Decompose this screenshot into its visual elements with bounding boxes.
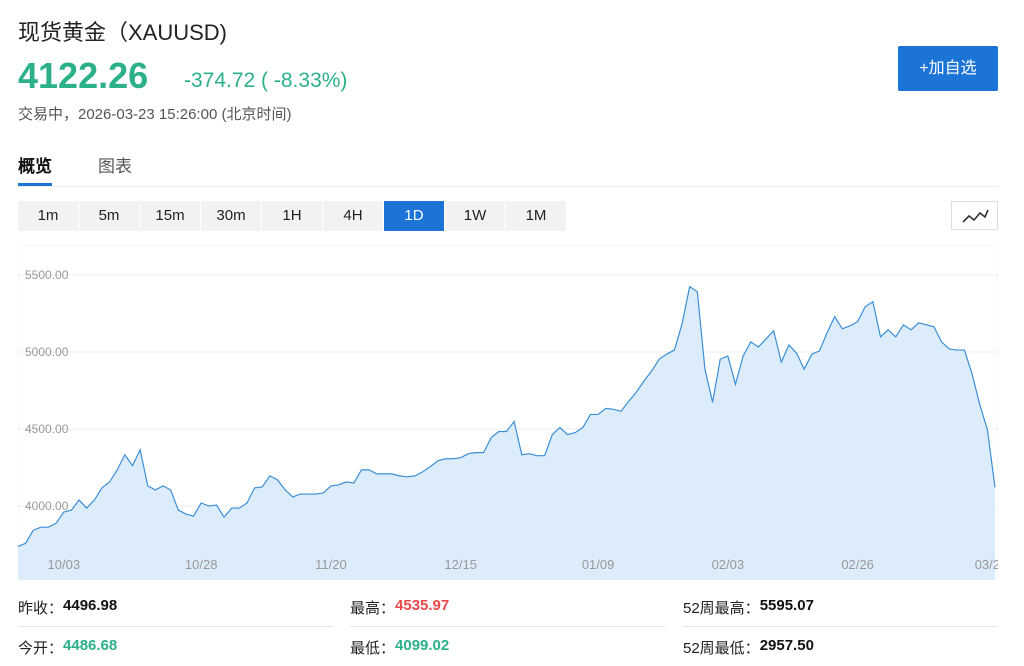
add-watchlist-button[interactable]: +加自选 bbox=[898, 46, 998, 91]
interval-button[interactable]: 5m bbox=[79, 201, 139, 231]
title: 现货黄金（XAUUSD) bbox=[18, 20, 228, 45]
stat-label: 最高： bbox=[350, 600, 396, 617]
stat-value: 4535.97 bbox=[395, 597, 450, 614]
y-tick-label: 4000.00 bbox=[25, 499, 69, 513]
stat-label: 今开： bbox=[18, 640, 64, 657]
stat-divider bbox=[683, 626, 998, 627]
trade-status: 交易中，2026-03-23 15:26:00 (北京时间) bbox=[18, 106, 292, 123]
chart-style-button[interactable] bbox=[951, 201, 998, 230]
interval-button[interactable]: 1M bbox=[506, 201, 566, 231]
stat-value: 5595.07 bbox=[759, 597, 814, 614]
x-tick-label: 03/2 bbox=[975, 557, 998, 572]
stat-label: 昨收： bbox=[18, 600, 64, 617]
stat-label: 最低： bbox=[350, 640, 396, 657]
y-tick-label: 5500.00 bbox=[25, 268, 69, 282]
stat-value: 4486.68 bbox=[63, 637, 118, 654]
stat-divider bbox=[18, 626, 333, 627]
interval-button[interactable]: 15m bbox=[140, 201, 200, 231]
stat-value: 2957.50 bbox=[759, 637, 814, 654]
chart: 4000.00 4500.00 5000.00 5500.00 10/03 10/28 11… bbox=[18, 245, 998, 580]
tab[interactable]: 概览 bbox=[18, 152, 52, 186]
y-tick-label: 5000.00 bbox=[25, 345, 69, 359]
stat-value: 4099.02 bbox=[395, 637, 450, 654]
tab[interactable]: 图表 bbox=[98, 157, 132, 176]
interval-button[interactable]: 1W bbox=[445, 201, 505, 231]
stat-label: 52周最高： bbox=[683, 600, 760, 617]
x-tick-label: 12/15 bbox=[444, 557, 477, 572]
interval-button[interactable]: 30m bbox=[201, 201, 261, 231]
stat-label: 52周最低： bbox=[683, 640, 760, 657]
price: 4122.26 bbox=[18, 55, 149, 96]
stat-value: 4496.98 bbox=[63, 597, 118, 614]
interval-button[interactable]: 1m bbox=[18, 201, 78, 231]
tab-divider bbox=[18, 186, 998, 187]
stat-divider bbox=[350, 626, 665, 627]
interval-button[interactable]: 1H bbox=[262, 201, 322, 231]
chart-style-icon bbox=[962, 209, 989, 223]
price-line bbox=[18, 285, 996, 547]
interval-button[interactable]: 1D bbox=[384, 201, 444, 231]
x-tick-label: 11/20 bbox=[315, 557, 347, 572]
area-fill bbox=[18, 286, 995, 580]
x-tick-label: 10/03 bbox=[48, 557, 81, 572]
interval-button[interactable]: 4H bbox=[323, 201, 383, 231]
price-change: -374.72 ( -8.33%) bbox=[184, 69, 348, 92]
y-tick-label: 4500.00 bbox=[25, 422, 69, 436]
x-tick-label: 01/09 bbox=[582, 557, 615, 572]
x-tick-label: 10/28 bbox=[185, 557, 218, 572]
x-tick-label: 02/26 bbox=[841, 557, 874, 572]
x-tick-label: 02/03 bbox=[712, 557, 745, 572]
